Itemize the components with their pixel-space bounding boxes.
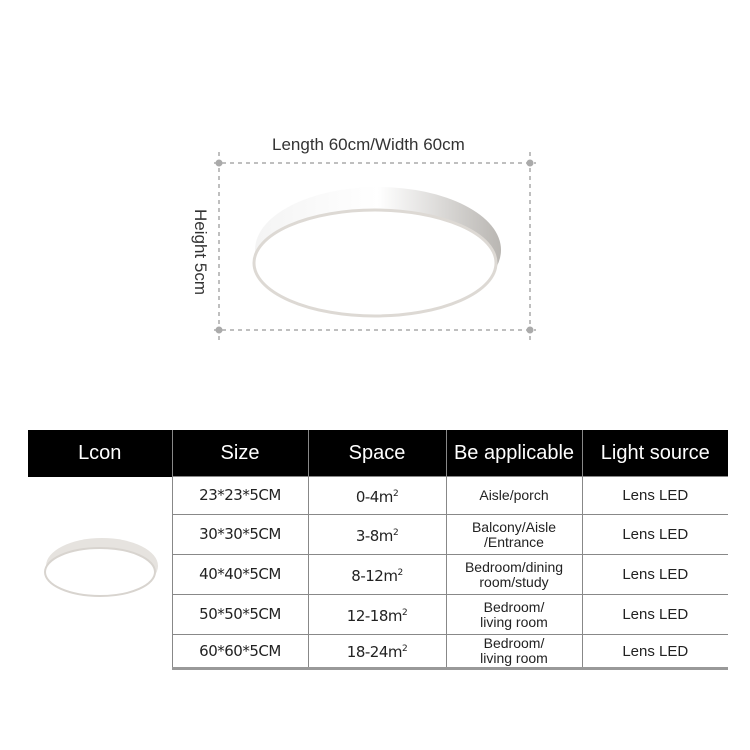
space-cell: 0-4m2: [307, 476, 446, 515]
spec-table: Lcon Size Space Be applicable Light sour…: [28, 430, 728, 670]
light-source-cell: Lens LED: [581, 594, 728, 635]
height-label: Height 5cm: [191, 209, 210, 295]
size-cell: 50*50*5CM: [171, 594, 308, 635]
table-row: 23*23*5CM 0-4m2 Aisle/porch Lens LED: [28, 476, 728, 597]
applicable-cell: Bedroom/living room: [445, 634, 582, 670]
light-source-cell: Lens LED: [581, 634, 728, 670]
applicable-cell: Bedroom/dining room/study: [445, 554, 582, 595]
size-cell: 30*30*5CM: [171, 514, 308, 555]
light-source-cell: Lens LED: [581, 514, 728, 555]
ceiling-lamp-image: [252, 187, 501, 318]
header-light-source: Light source: [581, 430, 728, 477]
space-cell: 18-24m2: [307, 634, 446, 670]
header-icon: Lcon: [28, 430, 172, 477]
applicable-cell: Aisle/porch: [445, 476, 582, 515]
lamp-icon: [28, 477, 172, 669]
size-cell: 40*40*5CM: [171, 554, 308, 595]
size-cell: 23*23*5CM: [171, 476, 308, 515]
table-header-row: Lcon Size Space Be applicable Light sour…: [28, 430, 728, 477]
light-source-cell: Lens LED: [581, 554, 728, 595]
dimension-diagram: [214, 152, 536, 340]
space-cell: 8-12m2: [307, 554, 446, 595]
space-cell: 12-18m2: [307, 594, 446, 635]
light-source-cell: Lens LED: [581, 476, 728, 515]
dimension-lines: [214, 152, 536, 340]
applicable-cell: Balcony/Aisle/Entrance: [445, 514, 582, 555]
dimension-dots: [215, 159, 534, 334]
header-space: Space: [307, 430, 446, 477]
size-cell: 60*60*5CM: [171, 634, 308, 670]
table-row: 60*60*5CM 18-24m2 Bedroom/living room Lens …: [28, 634, 728, 670]
space-cell: 3-8m2: [307, 514, 446, 555]
header-applicable: Be applicable: [445, 430, 582, 477]
applicable-cell: Bedroom/living room: [445, 594, 582, 635]
table-row: 50*50*5CM 12-18m2 Bedroom/living room Lens …: [28, 594, 728, 635]
table-row: 30*30*5CM 3-8m2 Balcony/Aisle/Entrance Lens…: [28, 514, 728, 555]
table-row: 40*40*5CM 8-12m2 Bedroom/dining room/study L…: [28, 554, 728, 595]
header-size: Size: [171, 430, 308, 477]
length-width-label: Length 60cm/Width 60cm: [272, 135, 465, 154]
